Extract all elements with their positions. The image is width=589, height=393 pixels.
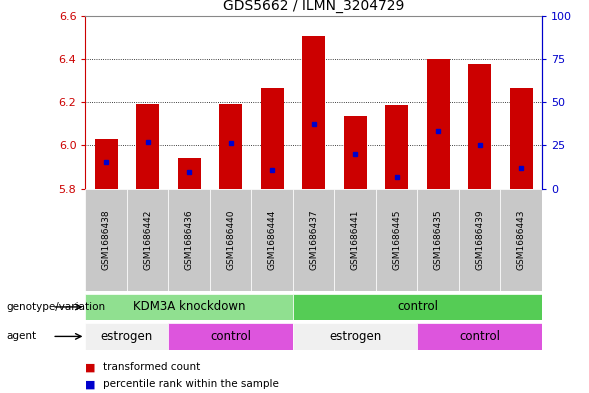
Bar (385, 105, 408, 189)
Bar (95, 139, 118, 189)
Bar (261, 88, 283, 189)
Bar (178, 158, 201, 189)
Bar (85, 294, 293, 320)
Bar (85, 189, 127, 291)
Bar (127, 189, 168, 291)
Text: GSM1686443: GSM1686443 (517, 209, 525, 270)
Text: GSM1686438: GSM1686438 (102, 209, 111, 270)
Bar (335, 189, 376, 291)
Text: control: control (210, 330, 251, 343)
Bar (501, 189, 542, 291)
Text: KDM3A knockdown: KDM3A knockdown (133, 300, 246, 314)
Text: GSM1686437: GSM1686437 (309, 209, 318, 270)
Bar (344, 116, 366, 189)
Bar (459, 189, 501, 291)
Text: GSM1686442: GSM1686442 (143, 209, 152, 270)
Bar (85, 323, 168, 350)
Text: genotype/variation: genotype/variation (6, 302, 105, 312)
Text: estrogen: estrogen (101, 330, 153, 343)
Bar (293, 323, 418, 350)
Text: transformed count: transformed count (103, 362, 200, 373)
Bar (219, 104, 242, 189)
Bar (252, 189, 293, 291)
Text: GSM1686445: GSM1686445 (392, 209, 401, 270)
Bar (293, 294, 542, 320)
Text: ■: ■ (85, 379, 96, 389)
Bar (376, 189, 418, 291)
Bar (302, 36, 325, 189)
Text: percentile rank within the sample: percentile rank within the sample (103, 379, 279, 389)
Bar (168, 189, 210, 291)
Title: GDS5662 / ILMN_3204729: GDS5662 / ILMN_3204729 (223, 0, 404, 13)
Bar (426, 59, 449, 189)
Bar (293, 189, 335, 291)
Bar (210, 189, 252, 291)
Text: GSM1686444: GSM1686444 (267, 209, 277, 270)
Text: ■: ■ (85, 362, 96, 373)
Bar (468, 64, 491, 189)
Text: agent: agent (6, 331, 36, 342)
Text: control: control (459, 330, 500, 343)
Text: estrogen: estrogen (329, 330, 381, 343)
Bar (509, 88, 532, 189)
Text: GSM1686440: GSM1686440 (226, 209, 235, 270)
Text: control: control (397, 300, 438, 314)
Bar (136, 104, 159, 189)
Text: GSM1686435: GSM1686435 (434, 209, 443, 270)
Text: GSM1686436: GSM1686436 (184, 209, 194, 270)
Text: GSM1686441: GSM1686441 (350, 209, 360, 270)
Text: GSM1686439: GSM1686439 (475, 209, 484, 270)
Bar (168, 323, 293, 350)
Bar (418, 323, 542, 350)
Bar (418, 189, 459, 291)
